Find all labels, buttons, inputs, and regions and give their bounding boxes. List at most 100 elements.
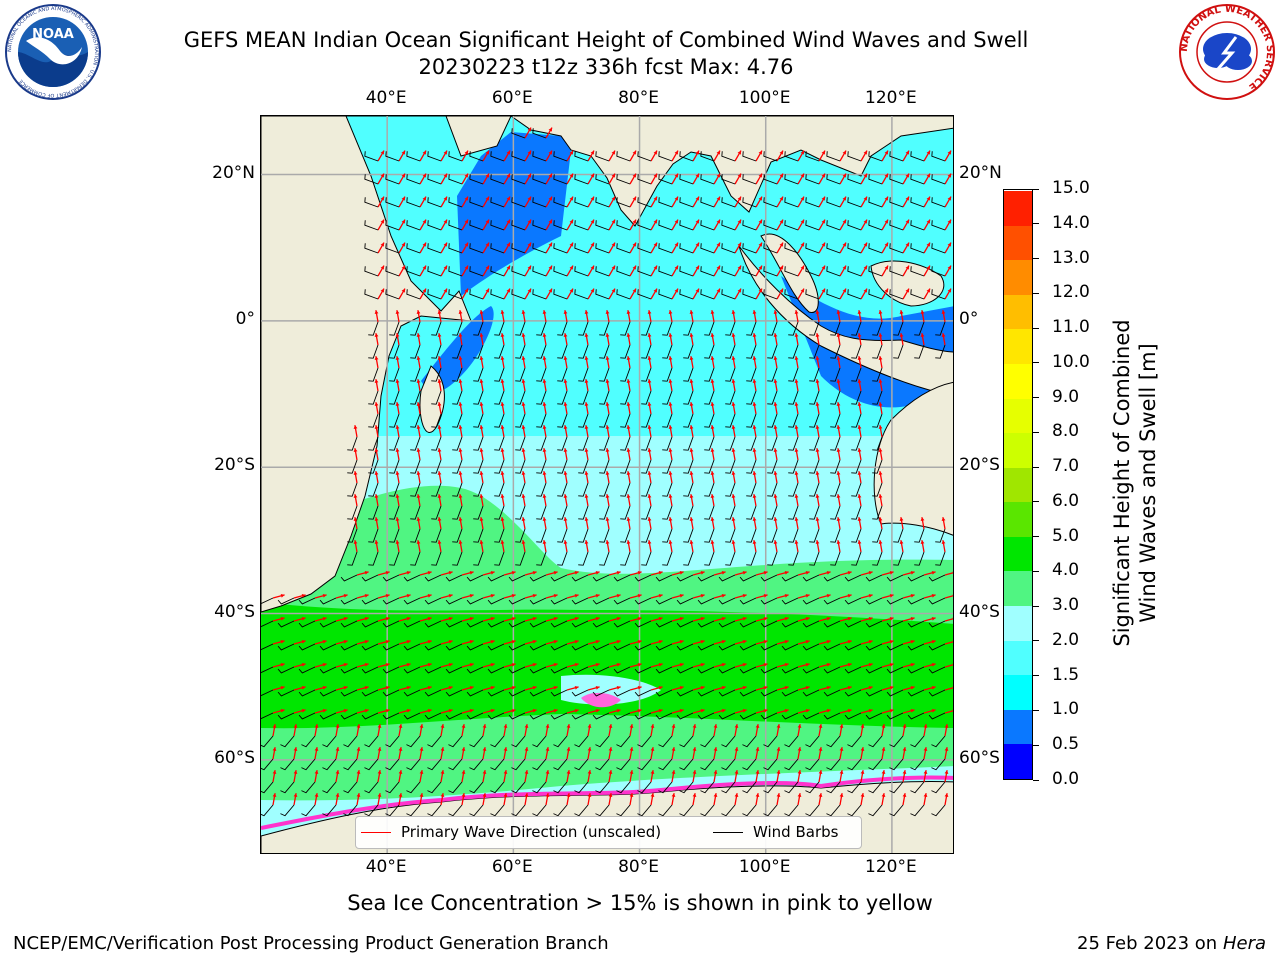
wind-barb: [763, 781, 778, 794]
wind-barb: [382, 620, 400, 628]
wave-arrow-head: [563, 402, 568, 406]
wave-arrow-head: [737, 196, 741, 201]
wind-barb: [886, 689, 904, 697]
wave-arrow-head: [380, 242, 384, 247]
wind-barb: [679, 289, 694, 300]
wind-barb: [683, 551, 694, 566]
lat-tick-label-right: 0°: [959, 308, 979, 329]
wave-arrow-head: [689, 471, 694, 475]
wave-arrow-head: [836, 471, 841, 475]
wave-arrow-head: [752, 494, 757, 498]
wind-barb: [529, 712, 547, 720]
colorbar: [1003, 189, 1033, 780]
wind-barb: [928, 666, 946, 674]
wave-arrow-head: [584, 471, 589, 475]
wind-barb: [767, 321, 778, 336]
wind-barb: [886, 643, 904, 651]
wave-arrow-head: [863, 219, 867, 224]
wave-arrow-head: [272, 724, 277, 728]
wave-arrow-head: [920, 310, 925, 314]
wave-arrow-head: [653, 196, 657, 201]
wind-barb: [452, 528, 463, 543]
wind-barb: [494, 367, 505, 382]
wind-barb: [550, 666, 568, 674]
wave-arrow-head: [542, 356, 547, 360]
wind-barb: [620, 459, 631, 474]
wave-arrow-head: [626, 402, 631, 406]
wave-arrow-head: [731, 333, 736, 337]
lon-tick-label: 120°E: [865, 88, 917, 108]
wave-arrow-head: [616, 708, 621, 713]
wind-barb: [532, 804, 547, 817]
wave-arrow-head: [800, 219, 804, 224]
wave-arrow-head: [553, 662, 558, 667]
wind-barb: [763, 804, 778, 817]
wave-arrow-head: [464, 173, 468, 178]
wind-barb: [616, 197, 631, 208]
wind-barb: [784, 220, 799, 231]
wave-arrow-head: [805, 708, 810, 713]
wind-barb: [868, 266, 883, 277]
wave-arrow-head: [440, 793, 445, 797]
wave-arrow-head: [815, 425, 820, 429]
wind-barb: [658, 220, 673, 231]
wave-arrow-head: [902, 793, 907, 797]
wind-barb: [319, 712, 337, 720]
wave-arrow-head: [503, 724, 508, 728]
colorbar-segment: [1004, 501, 1032, 537]
wave-arrow-head: [695, 242, 699, 247]
wind-barb: [557, 367, 568, 382]
wind-barb: [410, 505, 421, 520]
wind-barb: [662, 390, 673, 405]
wind-barb: [700, 758, 715, 771]
wind-barb: [697, 712, 715, 720]
wind-barb: [599, 344, 610, 359]
wind-barb: [277, 597, 295, 605]
wave-arrow-head: [374, 310, 379, 314]
wind-barb: [382, 689, 400, 697]
wave-arrow-head: [674, 150, 678, 155]
lon-tick-label: 80°E: [618, 88, 659, 108]
wind-barb: [676, 666, 694, 674]
wave-arrow-head: [416, 356, 421, 360]
wave-arrow-head: [458, 379, 463, 383]
wave-arrow-head: [857, 333, 862, 337]
wind-barb: [389, 390, 400, 405]
wave-arrow-head: [490, 662, 495, 667]
legend-wind-line: [713, 831, 743, 833]
wind-barb: [655, 689, 673, 697]
wind-barb: [571, 712, 589, 720]
wave-arrow-head: [671, 770, 676, 774]
wave-arrow-head: [605, 494, 610, 498]
wave-arrow-head: [542, 402, 547, 406]
wave-arrow-head: [779, 219, 783, 224]
wave-arrow-head: [595, 708, 600, 713]
wave-arrow-head: [479, 333, 484, 337]
wave-arrow-head: [700, 708, 705, 713]
wave-arrow-head: [692, 793, 697, 797]
wave-arrow-head: [422, 196, 426, 201]
wind-barb: [490, 197, 505, 208]
wind-barb: [847, 266, 862, 277]
wave-arrow-head: [293, 770, 298, 774]
wave-arrow-head: [527, 219, 531, 224]
wind-barb: [907, 712, 925, 720]
wind-barb: [448, 735, 463, 748]
wind-barb: [532, 128, 547, 139]
wind-barb: [641, 321, 652, 336]
wind-barb: [931, 781, 946, 794]
wind-barb: [620, 551, 631, 566]
wind-barb: [406, 243, 421, 254]
wind-barb: [613, 597, 631, 605]
wind-barb: [830, 528, 841, 543]
wave-arrow-head: [448, 593, 453, 598]
lat-tick-label-left: 20°S: [214, 455, 255, 476]
wave-arrow-head: [731, 356, 736, 360]
wave-arrow-head: [653, 150, 657, 155]
wave-arrow-head: [710, 356, 715, 360]
wind-barb: [889, 289, 904, 300]
wind-barb: [550, 620, 568, 628]
wave-arrow-head: [737, 242, 741, 247]
wind-barb: [385, 735, 400, 748]
wind-barb: [935, 528, 946, 543]
